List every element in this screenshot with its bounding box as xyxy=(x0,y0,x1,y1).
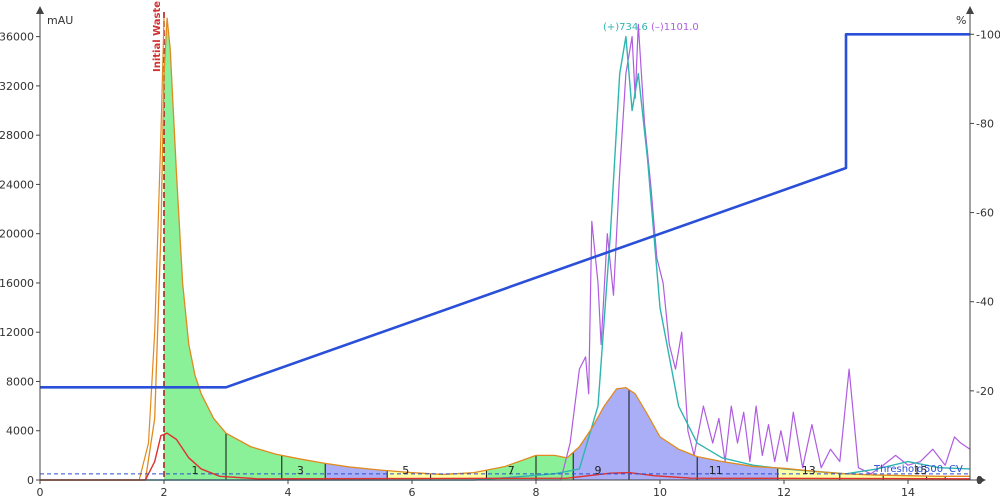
right-tick-label-60: -60 xyxy=(976,207,994,220)
x-tick-label-6: 6 xyxy=(409,486,416,499)
left-tick-label-0: 0 xyxy=(27,474,34,487)
fill-zone-0 xyxy=(164,25,326,481)
fill-zone-3 xyxy=(430,470,487,480)
left-tick-label-20000: 20000 xyxy=(0,228,34,241)
right-tick-label-100: -100 xyxy=(976,28,1000,41)
uv1-line xyxy=(40,17,970,481)
fraction-labels: 1 3 5 7 9 11 13 15 xyxy=(192,464,928,477)
x-tick-label-0: 0 xyxy=(37,486,44,499)
threshold-label: Threshold 500 CV xyxy=(873,464,963,475)
left-tick-label-4000: 4000 xyxy=(6,425,34,438)
fill-zone-1 xyxy=(325,463,388,480)
initial-waste-label: Initial Waste xyxy=(152,1,163,72)
peak-teal-annotation: (+)734.6 xyxy=(603,22,648,33)
right-tick-label-80: -80 xyxy=(976,117,994,130)
left-tick-label-32000: 32000 xyxy=(0,80,34,93)
signal-traces xyxy=(40,17,971,481)
gradient-line xyxy=(40,32,970,389)
x-tick-label-10: 10 xyxy=(653,486,667,499)
peak-purple-annotation: (–)1101.0 xyxy=(651,22,699,33)
fraction-label-15: 15 xyxy=(913,464,927,477)
left-tick-label-24000: 24000 xyxy=(0,178,34,191)
x-tick-label-12: 12 xyxy=(777,486,791,499)
left-axis-unit: mAU xyxy=(47,14,73,27)
left-axis-arrow xyxy=(36,6,44,14)
right-tick-label-40: -40 xyxy=(976,296,994,309)
x-axis-arrow xyxy=(978,476,986,484)
fraction-label-3: 3 xyxy=(297,464,304,477)
x-tick-label-4: 4 xyxy=(285,486,292,499)
fill-zone-4 xyxy=(486,452,574,480)
fraction-label-5: 5 xyxy=(402,464,409,477)
threshold-text: Threshold xyxy=(873,464,923,475)
left-tick-label-12000: 12000 xyxy=(0,326,34,339)
fraction-label-7: 7 xyxy=(508,464,515,477)
fill-zone-7 xyxy=(777,467,840,480)
fraction-label-11: 11 xyxy=(709,464,723,477)
fill-zone-2 xyxy=(387,470,431,480)
threshold-unit: CV xyxy=(949,464,963,475)
right-tick-label-20: -20 xyxy=(976,385,994,398)
left-tick-label-28000: 28000 xyxy=(0,129,34,142)
left-tick-label-16000: 16000 xyxy=(0,277,34,290)
right-axis-arrow xyxy=(966,6,974,14)
uv-baseline-line xyxy=(40,18,165,481)
fraction-label-13: 13 xyxy=(802,464,816,477)
uv-fill-areas xyxy=(164,25,946,481)
x-tick-label-2: 2 xyxy=(161,486,168,499)
threshold-value: 500 xyxy=(924,464,943,475)
x-tick-label-8: 8 xyxy=(533,486,540,499)
fraction-label-1: 1 xyxy=(192,464,199,477)
uv2-line xyxy=(40,432,971,481)
axes: 0 4000 8000 12000 16000 20000 24000 28000 32000 3… xyxy=(0,6,1000,499)
x-tick-label-14: 14 xyxy=(901,486,915,499)
fraction-label-9: 9 xyxy=(595,464,602,477)
fill-zone-5 xyxy=(573,387,698,480)
teal-signal-line xyxy=(40,35,971,481)
fraction-boundaries xyxy=(163,12,946,480)
left-tick-label-8000: 8000 xyxy=(6,375,34,388)
right-tick-label-0: 0 xyxy=(976,474,983,487)
left-tick-label-36000: 36000 xyxy=(0,31,34,44)
right-axis-unit: % xyxy=(956,14,966,27)
